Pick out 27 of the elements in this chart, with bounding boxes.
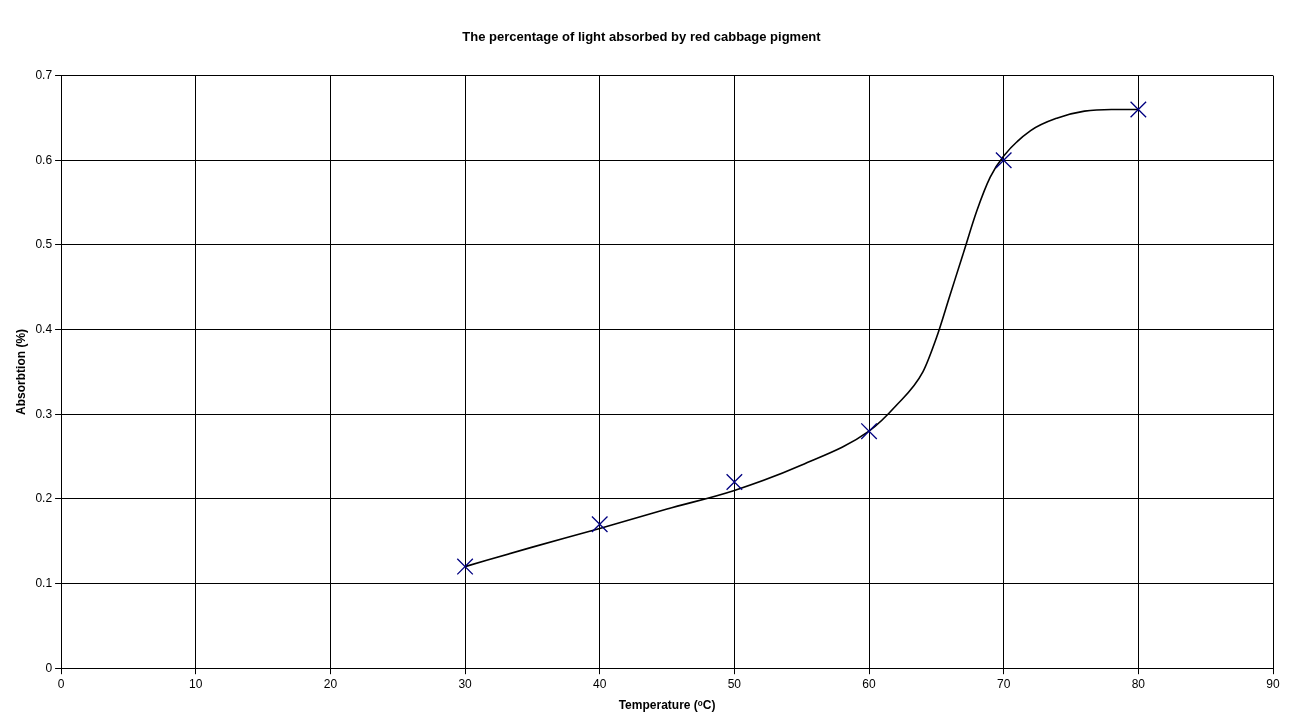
x-tick-label: 60: [862, 676, 877, 691]
y-tick-label: 0.2: [35, 491, 53, 506]
x-tick-label: 10: [189, 676, 203, 691]
x-tick-label: 0: [57, 676, 65, 691]
x-tick-label: 70: [997, 676, 1011, 691]
point: [591, 515, 609, 533]
x-tick-label: 90: [1266, 676, 1280, 691]
point: [995, 151, 1013, 169]
y-tick-label: 0.1: [35, 575, 53, 590]
y-tick-label: 0.3: [35, 406, 53, 421]
y-tick-label: 0.4: [35, 321, 53, 336]
x-axis-title: Temperature (ᵒC): [618, 698, 716, 713]
x-tick-label: 50: [727, 676, 742, 691]
x-tick-label: 80: [1131, 676, 1146, 691]
y-tick-label: 0.5: [35, 237, 53, 252]
chart-title: The percentage of light absorbed by red cabbage pigment: [462, 29, 822, 45]
y-axis-title: Absorbtion (%): [13, 328, 28, 415]
point: [860, 422, 878, 440]
x-tick-label: 40: [593, 676, 607, 691]
y-tick-label: 0: [45, 660, 53, 675]
x-tick-label: 30: [458, 676, 473, 691]
x-tick-label: 20: [323, 676, 338, 691]
y-tick-label: 0.7: [35, 67, 53, 82]
point: [1129, 101, 1147, 118]
y-tick-label: 0.6: [35, 152, 53, 167]
point: [456, 558, 474, 576]
point: [725, 473, 743, 491]
